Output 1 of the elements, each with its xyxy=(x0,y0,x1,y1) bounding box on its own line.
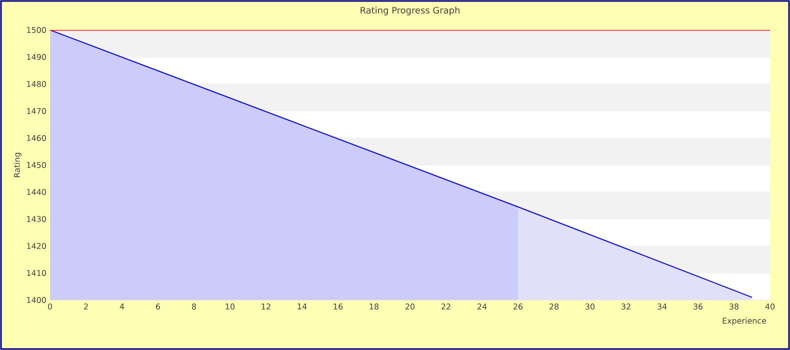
chart-title: Rating Progress Graph xyxy=(360,6,460,16)
